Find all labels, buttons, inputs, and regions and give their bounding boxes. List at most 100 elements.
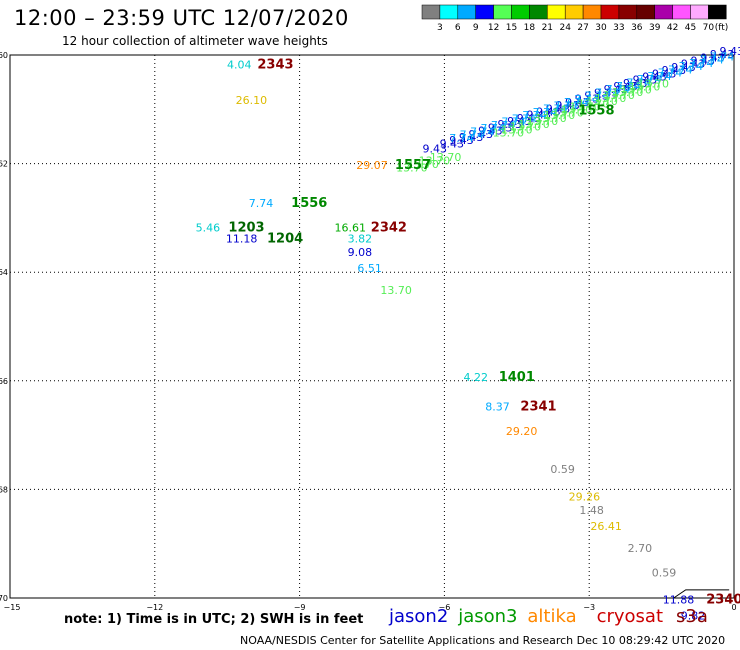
- track-value-label: 9.43: [526, 109, 551, 122]
- color-scale-label: 30: [595, 23, 607, 33]
- color-swatch: [529, 4, 548, 20]
- satellite-legend-jason3: jason3: [458, 606, 518, 627]
- wave-height-label: 0.59: [550, 463, 575, 476]
- track-value-label: 7.74: [501, 116, 526, 129]
- track-value-label: 7.74: [606, 83, 631, 96]
- color-scale-legend: 3 6 9 12 15 18 21 24 27 30 33 36 39 42 45 70 (ft): [421, 4, 729, 33]
- track-value-label: 9.43: [623, 77, 648, 90]
- chart-title: 12:00 – 23:59 UTC 12/07/2020: [14, 6, 349, 30]
- track-value-label: 13.70: [552, 106, 584, 119]
- track-value-label: 13.70: [561, 103, 593, 116]
- track-value-label: 7.74: [564, 96, 589, 109]
- wave-height-label: 29.07: [356, 159, 388, 172]
- track-value-label: 13.70: [535, 112, 567, 125]
- wave-height-label: 6.51: [357, 262, 382, 275]
- track-value-label: 13.70: [501, 124, 533, 137]
- track-value-label: 7.74: [658, 67, 683, 80]
- track-value-label: 7.74: [470, 125, 495, 138]
- footer-credit: NOAA/NESDIS Center for Satellite Applica…: [240, 634, 726, 647]
- track-value-label: 13.70: [493, 126, 524, 139]
- pass-time-label: 2343: [257, 58, 293, 73]
- track-value-label: 7.74: [689, 57, 714, 70]
- track-value-label: 7.74: [637, 73, 662, 86]
- satellite-legend-jason2: jason2: [389, 606, 449, 627]
- satellite-legend-cryosat: cryosat: [596, 606, 664, 627]
- color-scale-label: 36: [631, 23, 643, 33]
- track-value-label: 9.43: [642, 70, 667, 83]
- footnote: note: 1) Time is in UTC; 2) SWH is in fe…: [64, 612, 364, 627]
- track-value-label: 9.43: [710, 48, 735, 61]
- track-value-label: 13.70: [612, 86, 644, 99]
- wave-height-label: 29.20: [506, 425, 538, 438]
- satellite-legend-altika: altika: [527, 606, 577, 627]
- y-tick-label: −68: [0, 485, 8, 494]
- wave-height-label: 11.88: [663, 593, 695, 606]
- track-value-label: 7.74: [533, 106, 558, 119]
- track-value-label: 13.70: [510, 121, 542, 134]
- track-value-label: 7.74: [449, 132, 474, 145]
- color-swatch: [511, 4, 530, 20]
- track-value-label: 7.74: [679, 60, 704, 73]
- track-value-label: 9.43: [517, 112, 542, 125]
- track-value-label: 9.43: [662, 64, 687, 77]
- wave-height-label: 13.70: [380, 284, 412, 297]
- track-value-label: 13.70: [586, 95, 618, 108]
- track-value-label: 9.43: [604, 83, 629, 96]
- track-value-label: 7.74: [460, 129, 485, 142]
- wave-height-label: 26.10: [236, 94, 268, 107]
- track-value-label: 9.43: [594, 86, 619, 99]
- color-swatch: [457, 4, 476, 20]
- y-tick-label: −60: [0, 51, 8, 60]
- track-value-label: 9.43: [478, 125, 503, 138]
- track-value-label: 7.74: [512, 112, 537, 125]
- track-value-label: 9.43: [681, 58, 706, 71]
- color-scale-label: 3: [437, 23, 443, 33]
- track-value-label: 9.43: [691, 55, 716, 68]
- track-value-label: 13.70: [518, 118, 550, 131]
- x-tick-label: 0: [731, 603, 736, 612]
- pass-time-label: 1556: [291, 196, 327, 211]
- pass-time-label: 2340: [706, 592, 740, 607]
- wave-height-label: 0.59: [652, 566, 677, 579]
- track-value-label: 9.43: [440, 137, 465, 150]
- wave-height-label: 4.04: [227, 59, 252, 72]
- wave-height-label: 8.37: [485, 401, 510, 414]
- pass-time-label: 1203: [228, 220, 264, 235]
- track-value-label: 9.43: [536, 105, 561, 118]
- wave-height-label: 4.22: [464, 371, 489, 384]
- track-value-label: 9.43: [565, 96, 590, 109]
- track-value-label: 13.70: [544, 109, 576, 122]
- color-swatch: [672, 4, 691, 20]
- track-value-label: 9.43: [546, 102, 571, 115]
- track-value-label: 9.43: [700, 51, 725, 64]
- pass-time-label: 1558: [578, 104, 614, 119]
- color-scale-unit: (ft): [715, 23, 729, 33]
- track-value-label: 7.74: [595, 86, 620, 99]
- plot-axes: −15 −12 −9 −6 −3 0 −60 −62 −64 −66 −68 −70: [0, 51, 737, 612]
- wave-height-label: 1.48: [579, 504, 604, 517]
- track-value-label: 7.74: [616, 80, 641, 93]
- color-swatch: [708, 4, 727, 20]
- track-value-label: 13.70: [430, 151, 462, 164]
- wave-height-label: 11.18: [226, 232, 258, 245]
- color-swatch: [654, 4, 673, 20]
- track-value-label: 13.70: [527, 115, 559, 128]
- track-value-label: 13.70: [407, 158, 439, 171]
- wave-height-label: 2.70: [628, 542, 653, 555]
- chart-subtitle: 12 hour collection of altimeter wave hei…: [62, 34, 328, 48]
- y-tick-label: −64: [0, 268, 8, 277]
- track-value-label: 13.70: [569, 101, 601, 114]
- color-swatch: [690, 4, 709, 20]
- color-scale-label: 42: [667, 23, 678, 33]
- color-scale-label: 12: [488, 23, 499, 33]
- wave-height-label: 29.26: [569, 490, 601, 503]
- data-labels: 9.439.439.439.439.439.439.439.439.439.43…: [196, 45, 740, 623]
- color-swatch: [439, 4, 459, 20]
- track-value-label: 9.43: [671, 61, 696, 74]
- color-scale-label: 15: [506, 23, 517, 33]
- x-tick-label: −3: [583, 603, 595, 612]
- color-scale-label: 27: [577, 23, 588, 33]
- track-value-label: 7.74: [626, 76, 651, 89]
- y-tick-label: −62: [0, 160, 8, 169]
